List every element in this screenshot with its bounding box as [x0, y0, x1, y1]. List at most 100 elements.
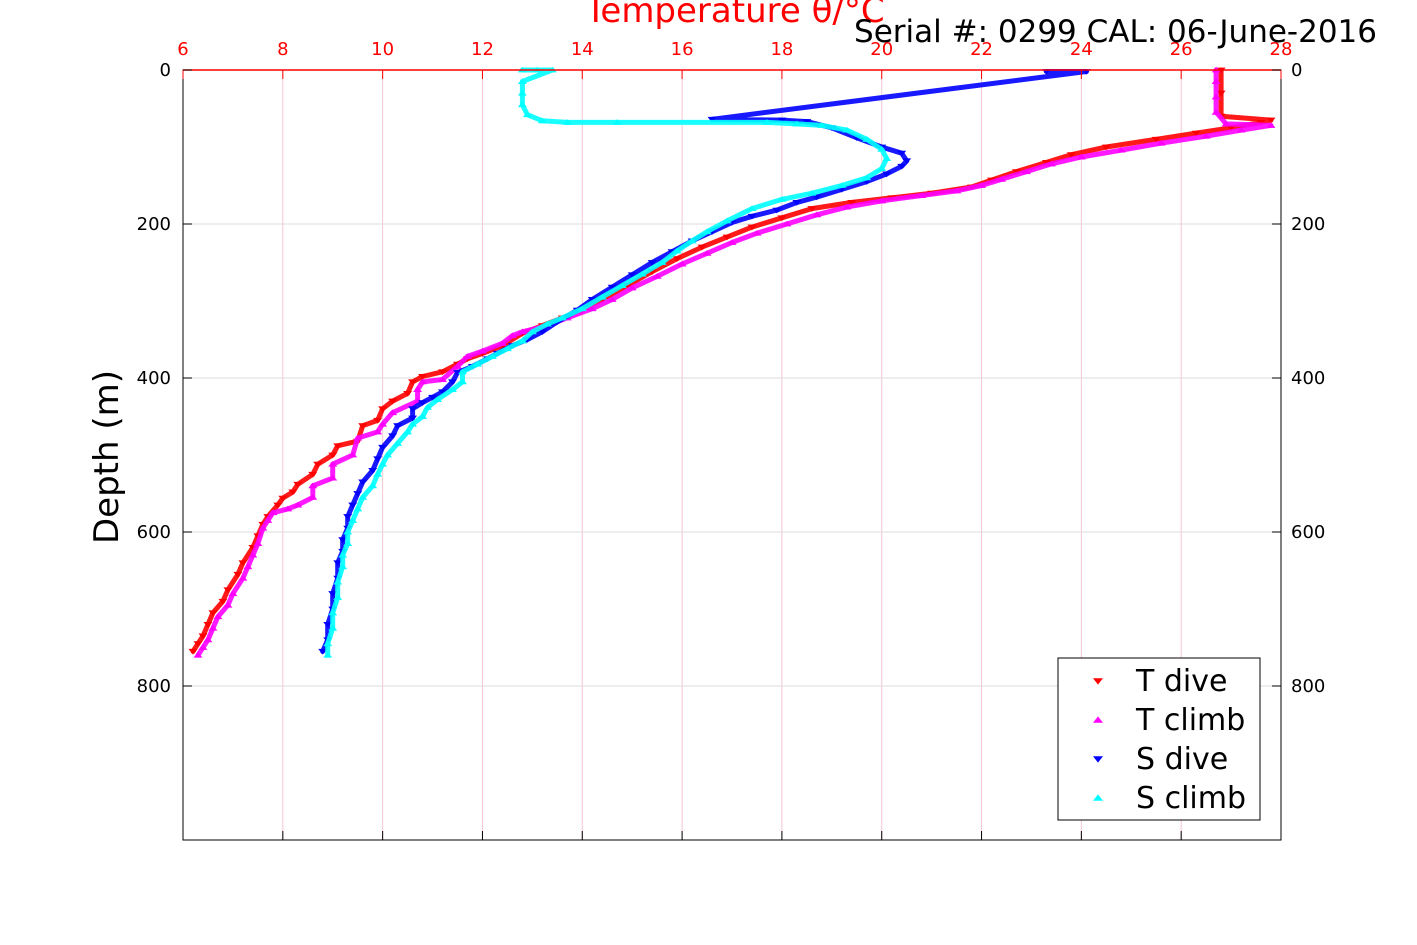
- data-point: [777, 215, 787, 222]
- data-point: [328, 625, 338, 631]
- data-point: [293, 501, 303, 508]
- data-point: [507, 332, 517, 339]
- data-point: [428, 394, 438, 401]
- data-point: [393, 423, 403, 429]
- data-point: [1266, 117, 1276, 124]
- data-point: [1066, 152, 1076, 158]
- data-point: [198, 633, 208, 640]
- data-point: [333, 578, 343, 585]
- data-point: [338, 563, 348, 570]
- x-tick-label: 8: [277, 39, 288, 60]
- data-point: [453, 370, 462, 376]
- data-point: [323, 640, 333, 647]
- data-point: [273, 502, 283, 509]
- data-point: [448, 379, 458, 386]
- data-point: [542, 320, 552, 327]
- legend-entry: T dive: [1135, 664, 1227, 699]
- data-point: [348, 451, 358, 458]
- data-point: [807, 206, 817, 212]
- data-point: [1221, 120, 1231, 127]
- data-point: [637, 270, 647, 277]
- data-point: [388, 398, 398, 405]
- data-point: [882, 171, 892, 178]
- x-tick-label: 28: [1270, 39, 1293, 60]
- x-tick-label: 10: [371, 39, 394, 60]
- data-point: [1211, 109, 1221, 115]
- data-point: [652, 273, 662, 279]
- data-point: [333, 443, 343, 449]
- data-point: [462, 353, 472, 359]
- data-point: [328, 452, 338, 459]
- data-point: [1041, 159, 1051, 166]
- data-point: [627, 272, 637, 279]
- series-t-climb: [193, 66, 1276, 658]
- x-tick-label: 14: [571, 39, 594, 60]
- data-point: [647, 260, 657, 266]
- data-point: [373, 417, 383, 424]
- data-point: [188, 648, 198, 655]
- data-point: [333, 594, 343, 600]
- data-point: [902, 158, 912, 165]
- data-point: [762, 119, 772, 125]
- data-point: [862, 174, 872, 181]
- data-point: [837, 182, 847, 188]
- data-point: [388, 409, 398, 416]
- data-point: [388, 433, 398, 439]
- x-tick-label: 18: [770, 39, 793, 60]
- x-tick-label: 16: [671, 39, 694, 60]
- data-point: [418, 378, 428, 385]
- x-tick-label: 12: [471, 39, 494, 60]
- data-point: [557, 314, 567, 321]
- data-point: [607, 284, 617, 291]
- data-point: [687, 237, 697, 244]
- data-point: [1046, 160, 1056, 167]
- x-tick-label: 24: [1070, 39, 1093, 60]
- data-point: [477, 347, 487, 354]
- data-point: [537, 329, 547, 336]
- data-point: [1191, 130, 1201, 137]
- data-point: [378, 461, 388, 467]
- data-point: [333, 560, 343, 567]
- data-point: [1211, 93, 1221, 100]
- data-point: [777, 117, 787, 124]
- legend-entry: T climb: [1135, 703, 1245, 738]
- data-point: [413, 386, 423, 392]
- chart-title: Temperature θ/°C: [584, 0, 884, 31]
- data-point: [438, 376, 448, 382]
- legend-marker: [1093, 678, 1103, 685]
- x-tick-label: 22: [970, 39, 993, 60]
- data-point: [288, 489, 298, 496]
- data-point: [223, 587, 233, 593]
- data-point: [258, 524, 268, 531]
- data-point: [438, 389, 448, 396]
- data-point: [208, 625, 218, 631]
- data-point: [1011, 169, 1021, 175]
- x-tick-label: 6: [177, 39, 188, 60]
- data-point: [1226, 125, 1236, 131]
- data-point: [522, 111, 532, 118]
- legend-marker: [1093, 756, 1103, 763]
- data-point: [727, 239, 737, 245]
- data-point: [423, 404, 433, 410]
- data-point: [373, 428, 383, 435]
- data-point: [378, 420, 388, 427]
- data-point: [408, 415, 418, 422]
- data-point: [343, 540, 353, 546]
- data-point: [343, 514, 353, 520]
- data-point: [617, 282, 627, 289]
- data-point: [338, 551, 348, 558]
- data-point: [517, 337, 527, 344]
- data-point: [1201, 132, 1211, 139]
- data-point: [453, 363, 462, 369]
- data-point: [233, 571, 243, 578]
- y-tick-label-right: 800: [1291, 676, 1325, 697]
- series-trace: [195, 67, 1274, 658]
- data-point: [597, 293, 607, 300]
- x-tick-label: 20: [870, 39, 893, 60]
- data-point: [777, 196, 787, 202]
- data-point: [308, 471, 318, 478]
- data-point: [328, 474, 338, 481]
- data-point: [263, 517, 273, 523]
- data-point: [882, 155, 892, 161]
